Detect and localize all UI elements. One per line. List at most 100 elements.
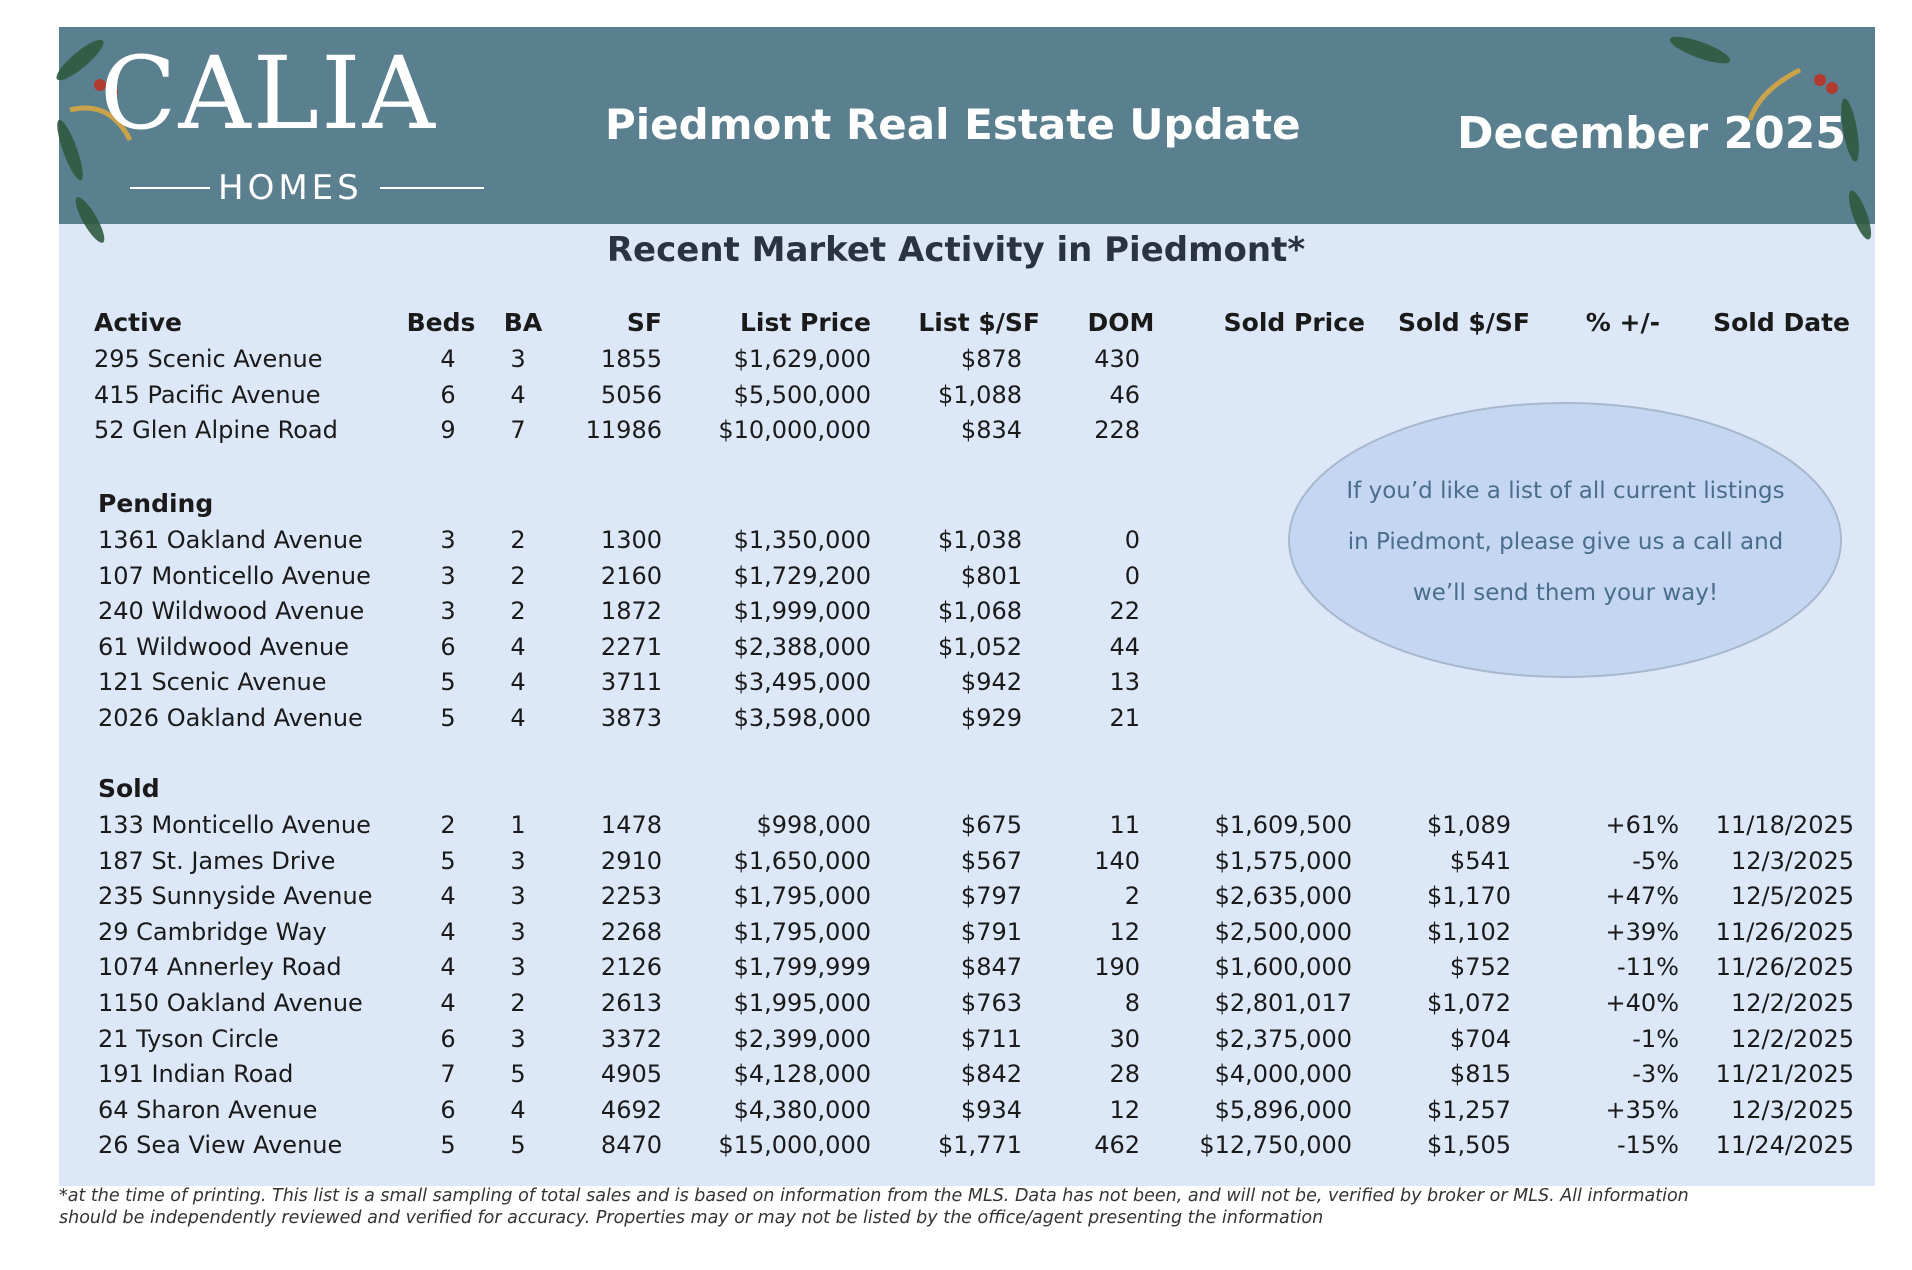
cell: $1,999,000 xyxy=(733,597,871,626)
cell: 2 xyxy=(1124,882,1140,911)
cell: 8 xyxy=(1124,989,1140,1017)
cell: $1,575,000 xyxy=(1214,846,1352,875)
section-title: Active xyxy=(94,308,182,337)
cell: $2,500,000 xyxy=(1214,917,1352,946)
cell: +47% xyxy=(1605,882,1679,911)
cell: 1 xyxy=(510,811,526,839)
cell: 3 xyxy=(510,846,526,875)
address: 29 Cambridge Way xyxy=(98,917,327,946)
cell: 12/3/2025 xyxy=(1730,1095,1854,1124)
cell: 11986 xyxy=(585,416,662,445)
cell: $1,052 xyxy=(938,632,1022,661)
cell: $5,896,000 xyxy=(1214,1095,1352,1124)
cell: 12/2/2025 xyxy=(1730,1024,1854,1053)
address: 187 St. James Drive xyxy=(98,846,336,875)
cell: 5056 xyxy=(600,380,662,409)
cell: $1,102 xyxy=(1427,917,1511,946)
cell: $3,495,000 xyxy=(733,668,871,697)
cell: 6 xyxy=(440,1095,456,1124)
cell: $1,089 xyxy=(1427,811,1511,839)
cell: 11/26/2025 xyxy=(1715,953,1854,982)
cell: 8470 xyxy=(600,1131,662,1160)
callout-shape xyxy=(1288,402,1842,678)
cell: 4 xyxy=(510,632,526,661)
cell: 11/21/2025 xyxy=(1715,1060,1854,1089)
cell: 5 xyxy=(510,1060,526,1089)
address: 64 Sharon Avenue xyxy=(98,1095,318,1124)
cell: 12 xyxy=(1109,917,1140,946)
cell: 2268 xyxy=(600,917,662,946)
cell: $942 xyxy=(960,668,1022,697)
cell: 28 xyxy=(1109,1060,1140,1089)
cell: 6 xyxy=(440,1024,456,1053)
cell: $1,799,999 xyxy=(733,953,871,982)
cell: $711 xyxy=(960,1024,1022,1053)
cell: 3 xyxy=(440,526,456,554)
cell: 4 xyxy=(440,989,456,1017)
cell: 13 xyxy=(1109,668,1140,697)
cell: 2126 xyxy=(600,953,662,982)
cell: 2 xyxy=(510,597,526,626)
cell: $4,000,000 xyxy=(1214,1060,1352,1089)
cell: 11/24/2025 xyxy=(1715,1131,1854,1160)
cell: 2613 xyxy=(600,989,662,1017)
address: 1361 Oakland Avenue xyxy=(98,526,363,554)
cell: 12/3/2025 xyxy=(1730,846,1854,875)
column-header: DOM xyxy=(1087,308,1155,337)
cell: 3711 xyxy=(600,668,662,697)
date: December 2025 xyxy=(1457,108,1846,159)
cell: 4 xyxy=(510,704,526,732)
cell: 44 xyxy=(1109,632,1140,661)
address: 21 Tyson Circle xyxy=(98,1024,279,1053)
cell: 3 xyxy=(510,953,526,982)
address: 1074 Annerley Road xyxy=(98,953,342,982)
column-header: Beds xyxy=(406,308,476,337)
cell: 5 xyxy=(440,1131,456,1160)
section-title: Sold xyxy=(98,774,160,803)
cell: $2,635,000 xyxy=(1214,882,1352,911)
cell: 4 xyxy=(440,917,456,946)
column-header: List $/SF xyxy=(918,308,1040,337)
cell: 5 xyxy=(510,1131,526,1160)
cell: 4 xyxy=(510,1095,526,1124)
subtitle: Recent Market Activity in Piedmont* xyxy=(606,230,1306,270)
cell: 228 xyxy=(1094,416,1140,445)
cell: $5,500,000 xyxy=(733,380,871,409)
cell: $2,801,017 xyxy=(1214,989,1352,1017)
cell: 0 xyxy=(1124,526,1140,554)
cell: $1,609,500 xyxy=(1214,811,1352,839)
cell: $1,650,000 xyxy=(733,846,871,875)
column-header: Sold Date xyxy=(1713,308,1850,337)
column-header: List Price xyxy=(739,308,871,337)
cell: $929 xyxy=(960,704,1022,732)
address: 26 Sea View Avenue xyxy=(98,1131,343,1160)
cell: $797 xyxy=(960,882,1022,911)
cell: 21 xyxy=(1109,704,1140,732)
cell: 6 xyxy=(440,632,456,661)
cell: +61% xyxy=(1605,811,1679,839)
column-header: % +/- xyxy=(1585,308,1660,337)
cell: $704 xyxy=(1449,1024,1511,1053)
cell: $1,795,000 xyxy=(733,882,871,911)
section-title: Pending xyxy=(98,489,214,518)
cell: -11% xyxy=(1616,953,1679,982)
cell: 6 xyxy=(440,380,456,409)
cell: $1,088 xyxy=(938,380,1022,409)
column-header: SF xyxy=(626,308,662,337)
cell: $1,038 xyxy=(938,526,1022,554)
cell: 4 xyxy=(440,953,456,982)
address: 295 Scenic Avenue xyxy=(94,345,323,373)
cell: 30 xyxy=(1109,1024,1140,1053)
cell: $541 xyxy=(1449,846,1511,875)
address: 121 Scenic Avenue xyxy=(98,668,327,697)
cell: $1,729,200 xyxy=(733,561,871,590)
cell: 2271 xyxy=(600,632,662,661)
cell: 3873 xyxy=(600,704,662,732)
callout-text: in Piedmont, please give us a call and xyxy=(1347,529,1784,555)
cell: $12,750,000 xyxy=(1199,1131,1352,1160)
cell: $2,399,000 xyxy=(733,1024,871,1053)
cell: $791 xyxy=(960,917,1022,946)
cell: 1872 xyxy=(600,597,662,626)
cell: 12/5/2025 xyxy=(1730,882,1854,911)
cell: $1,170 xyxy=(1427,882,1511,911)
